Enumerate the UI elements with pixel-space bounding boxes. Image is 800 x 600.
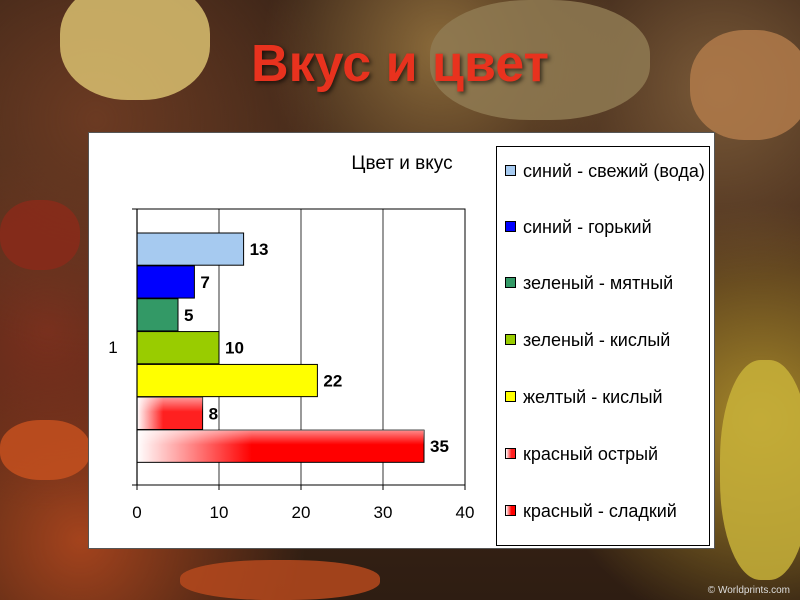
legend-swatch xyxy=(505,277,516,288)
background-sack xyxy=(60,0,210,100)
x-tick-label: 30 xyxy=(374,503,393,522)
legend-label: зеленый - кислый xyxy=(523,330,671,350)
bar-chart: 0 10 20 30 40 1 13 75 10 22 8 35 xyxy=(108,208,475,522)
legend-swatch xyxy=(505,165,516,176)
slide-title: Вкус и цвет xyxy=(251,35,549,93)
legend-swatch xyxy=(505,448,516,459)
image-credit: © Worldprints.com xyxy=(707,585,790,596)
bar-series-4 xyxy=(136,331,220,365)
background-carrot xyxy=(0,420,90,480)
legend-swatch xyxy=(505,334,516,345)
legend-label: красный острый xyxy=(523,444,659,464)
bar-series-1 xyxy=(136,232,245,266)
data-label: 22 xyxy=(323,372,342,391)
x-tick-label: 0 xyxy=(132,503,141,522)
background-carrot xyxy=(180,560,380,600)
data-label: 35 xyxy=(430,437,449,456)
legend-swatch xyxy=(505,221,516,232)
bar-series-2 xyxy=(136,265,195,299)
bar-sheen xyxy=(137,397,203,430)
category-label: 1 xyxy=(108,338,117,357)
x-tick-label: 10 xyxy=(210,503,229,522)
data-label: 7 xyxy=(200,273,209,292)
x-tick-label: 20 xyxy=(292,503,311,522)
background-sack xyxy=(430,0,650,120)
legend-label: зеленый - мятный xyxy=(523,273,674,293)
legend-label: синий - горький xyxy=(523,217,652,237)
legend-swatch xyxy=(505,391,516,402)
background-tomato xyxy=(0,200,80,270)
x-tick-label: 40 xyxy=(456,503,475,522)
chart-legend: синий - свежий (вода) синий - горький зеле… xyxy=(496,146,710,546)
bar-series-5 xyxy=(136,363,318,398)
chart-panel: Цвет и вкус 0 10 20 30 40 1 13 7 5 10 22 8 35 синий … xyxy=(88,132,715,549)
bar-series-3 xyxy=(136,298,179,332)
chart-title: Цвет и вкус xyxy=(351,153,453,174)
background-sack xyxy=(690,30,800,140)
legend-swatch xyxy=(505,505,516,516)
legend-label: синий - свежий (вода) xyxy=(523,161,705,181)
legend-label: желтый - кислый xyxy=(523,387,663,407)
data-label: 10 xyxy=(225,339,244,358)
background-banana xyxy=(720,360,800,580)
legend-label: красный - сладкий xyxy=(523,501,677,521)
data-label: 5 xyxy=(184,306,193,325)
bar-sheen xyxy=(137,430,424,463)
data-label: 8 xyxy=(209,404,218,423)
data-label: 13 xyxy=(250,240,269,259)
